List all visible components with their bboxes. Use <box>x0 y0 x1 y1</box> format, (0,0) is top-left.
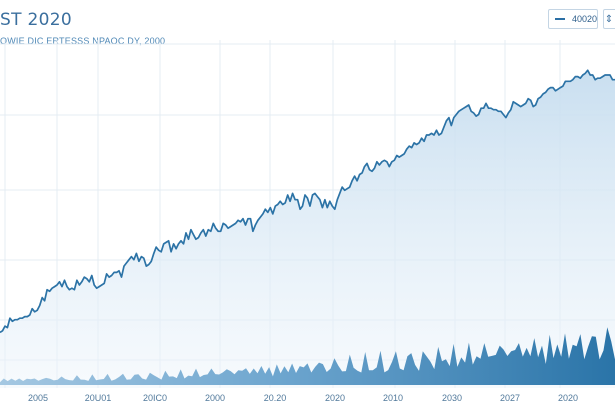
x-tick-label: 2030 <box>442 393 462 403</box>
x-tick-label: 2005 <box>28 393 48 403</box>
x-tick-label: 20IC0 <box>143 393 167 403</box>
legend-line-icon <box>555 18 565 20</box>
expand-button[interactable]: ⇕ <box>603 9 615 29</box>
range-label: 40020 <box>571 14 597 24</box>
x-tick-label: 20.20 <box>264 393 287 403</box>
range-selector[interactable]: 40020 <box>548 9 598 29</box>
x-axis-ticks: 2005 20U01 20IC0 2000 20.20 2020 2010 2030 2027 2… <box>28 393 578 403</box>
series-line <box>0 69 615 334</box>
x-tick-label: 2010 <box>383 393 403 403</box>
volume-area <box>0 327 615 385</box>
series-area <box>0 70 615 389</box>
expand-icon: ⇕ <box>604 13 614 25</box>
chart-subtitle: OWIE DIC ERTESSS NPAOC DY, 2000 <box>0 36 166 46</box>
x-tick-label: 20U01 <box>85 393 112 403</box>
x-tick-label: 2000 <box>205 393 225 403</box>
x-tick-label: 2020 <box>325 393 345 403</box>
x-tick-label: 2020 <box>558 393 578 403</box>
chart-title: ST 2020 <box>0 10 72 30</box>
x-tick-label: 2027 <box>500 393 520 403</box>
